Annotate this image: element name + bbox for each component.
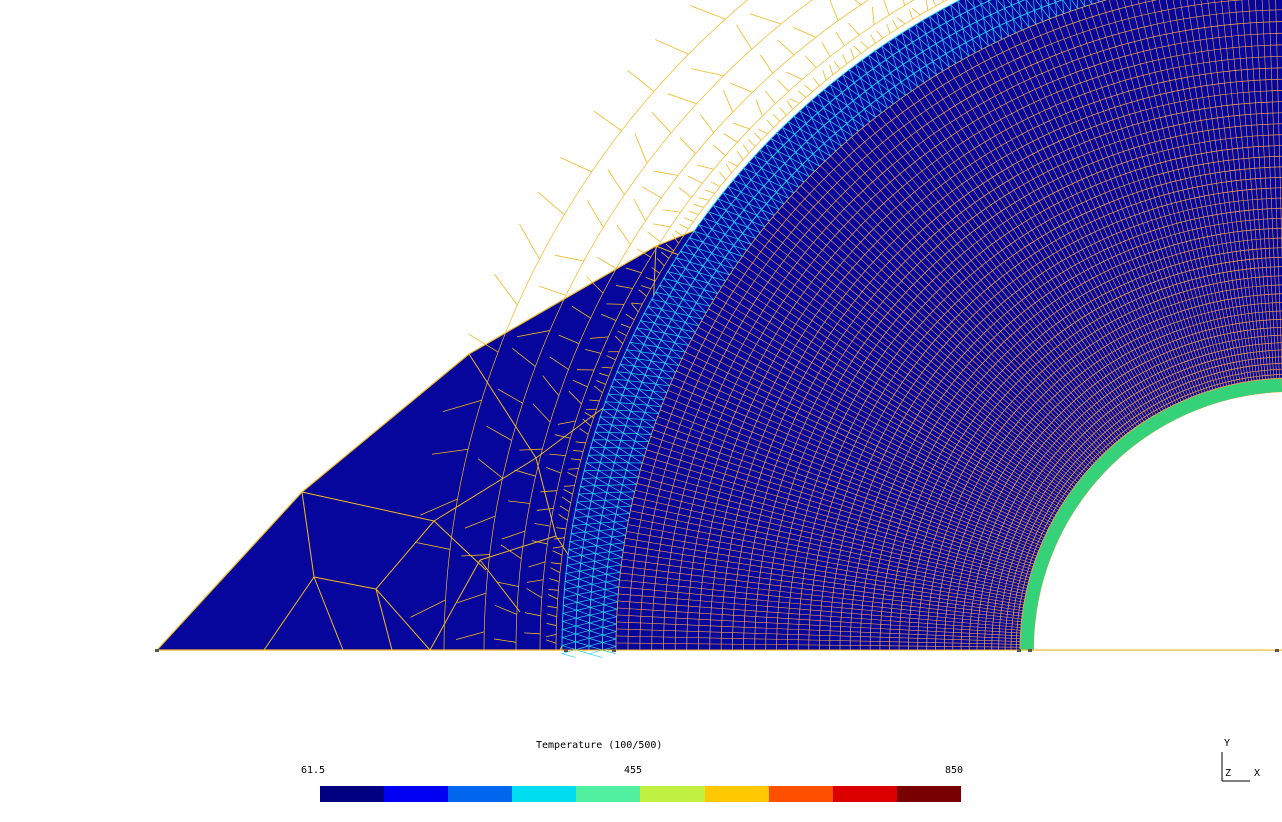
- axis-y-label: Y: [1224, 738, 1231, 749]
- legend-swatch-7: [704, 786, 769, 802]
- legend-swatch-5: [576, 786, 641, 802]
- axis-triad-icon: [1221, 752, 1250, 782]
- legend-swatch-4: [512, 786, 577, 802]
- triangle-mesh-band: [560, 0, 1109, 658]
- fine-inner-mesh-region: [615, 0, 1282, 651]
- legend-swatch-8: [768, 786, 833, 802]
- axis-z-label: Z: [1225, 768, 1232, 779]
- legend-max-value: 850: [945, 765, 964, 776]
- legend-swatch-9: [832, 786, 897, 802]
- legend-swatch-2: [384, 786, 449, 802]
- legend-title: Temperature (100/500): [536, 740, 663, 751]
- legend-swatch-10: [896, 786, 961, 802]
- legend-swatch-6: [640, 786, 705, 802]
- color-legend-bar: [320, 786, 961, 802]
- axis-x-label: X: [1254, 768, 1261, 779]
- legend-swatch-1: [320, 786, 385, 802]
- inner-boundary-band: [1019, 377, 1282, 651]
- symmetry-axis-line: [155, 649, 1282, 652]
- legend-mid-value: 455: [624, 765, 643, 776]
- legend-swatch-3: [448, 786, 513, 802]
- legend-min-value: 61.5: [301, 765, 326, 776]
